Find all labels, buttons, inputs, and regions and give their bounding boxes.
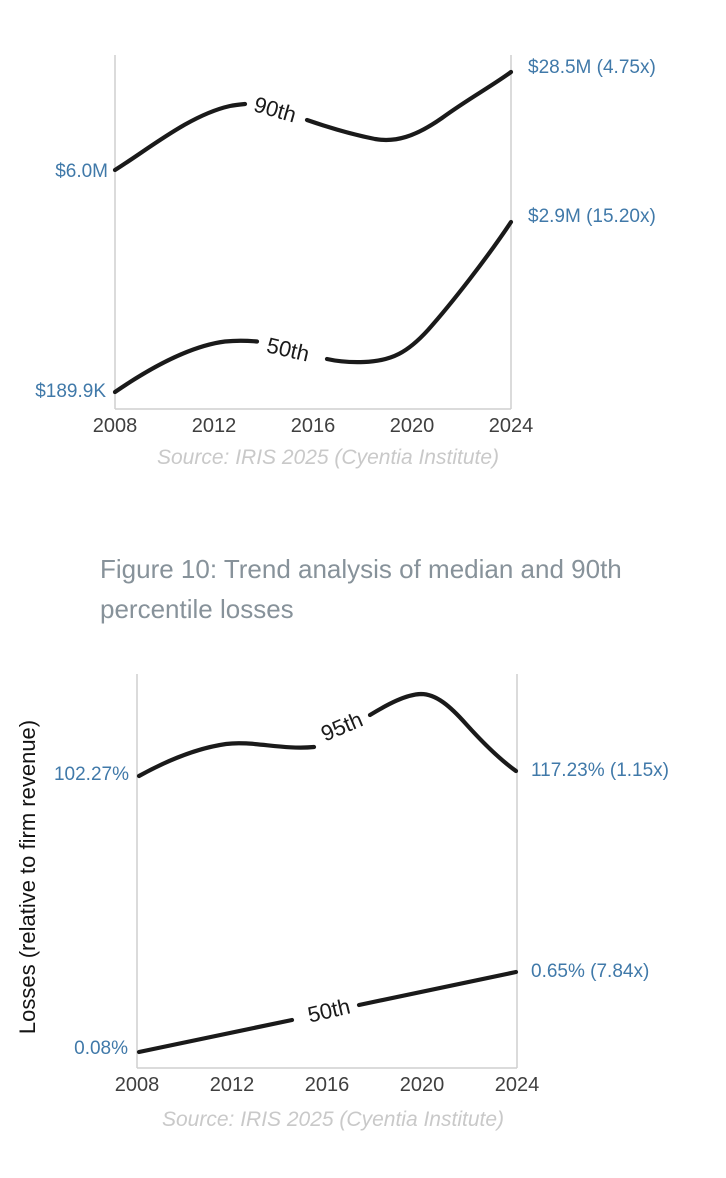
dollar-p50-start-value: $189.9K [35, 381, 106, 402]
revenue-y-axis-title: Losses (relative to firm revenue) [15, 719, 40, 1035]
figure-caption: Figure 10: Trend analysis of median and … [100, 554, 622, 624]
dollar-p90-line-right [304, 69, 514, 143]
revenue-p50-line-right [356, 969, 519, 1008]
revenue-p95-start-value: 102.27% [53, 764, 129, 785]
revenue-p95-end-value: 117.23% (1.15x) [531, 760, 670, 781]
revenue-p50-start-value: 0.08% [74, 1038, 128, 1059]
revenue-x-tick-2012: 2012 [209, 1074, 255, 1096]
dollar-x-tick-2020: 2020 [389, 415, 435, 437]
dollar-p90-line-left [112, 101, 248, 173]
dollar-x-tick-2024: 2024 [488, 415, 534, 437]
revenue-p95-line-right [367, 691, 519, 774]
revenue-x-tick-2008: 2008 [114, 1074, 160, 1096]
dollar-p50-end-value: $2.9M (15.20x) [528, 206, 656, 227]
revenue-x-tick-2016: 2016 [304, 1074, 350, 1096]
revenue-p50-end-value: 0.65% (7.84x) [531, 961, 650, 982]
revenue-chart-source: Source: IRIS 2025 (Cyentia Institute) [162, 1108, 504, 1131]
dollar-x-tick-2016: 2016 [290, 415, 336, 437]
dollar-p50-line-left [112, 338, 260, 395]
revenue-p50-line-left [136, 1017, 295, 1055]
revenue-x-tick-2020: 2020 [399, 1074, 445, 1096]
dollar-p50-line-right [324, 219, 514, 365]
dollar-chart-axis-frame [114, 55, 512, 410]
dollar-p90-end-value: $28.5M (4.75x) [528, 57, 656, 78]
revenue-chart-axis-frame [136, 674, 518, 1069]
revenue-p95-line-left [136, 741, 317, 779]
dollar-x-tick-2008: 2008 [92, 415, 138, 437]
dollar-p90-start-value: $6.0M [55, 161, 108, 182]
dollar-x-tick-2012: 2012 [191, 415, 237, 437]
dollar-chart-source: Source: IRIS 2025 (Cyentia Institute) [157, 446, 499, 469]
revenue-x-tick-2024: 2024 [494, 1074, 540, 1096]
